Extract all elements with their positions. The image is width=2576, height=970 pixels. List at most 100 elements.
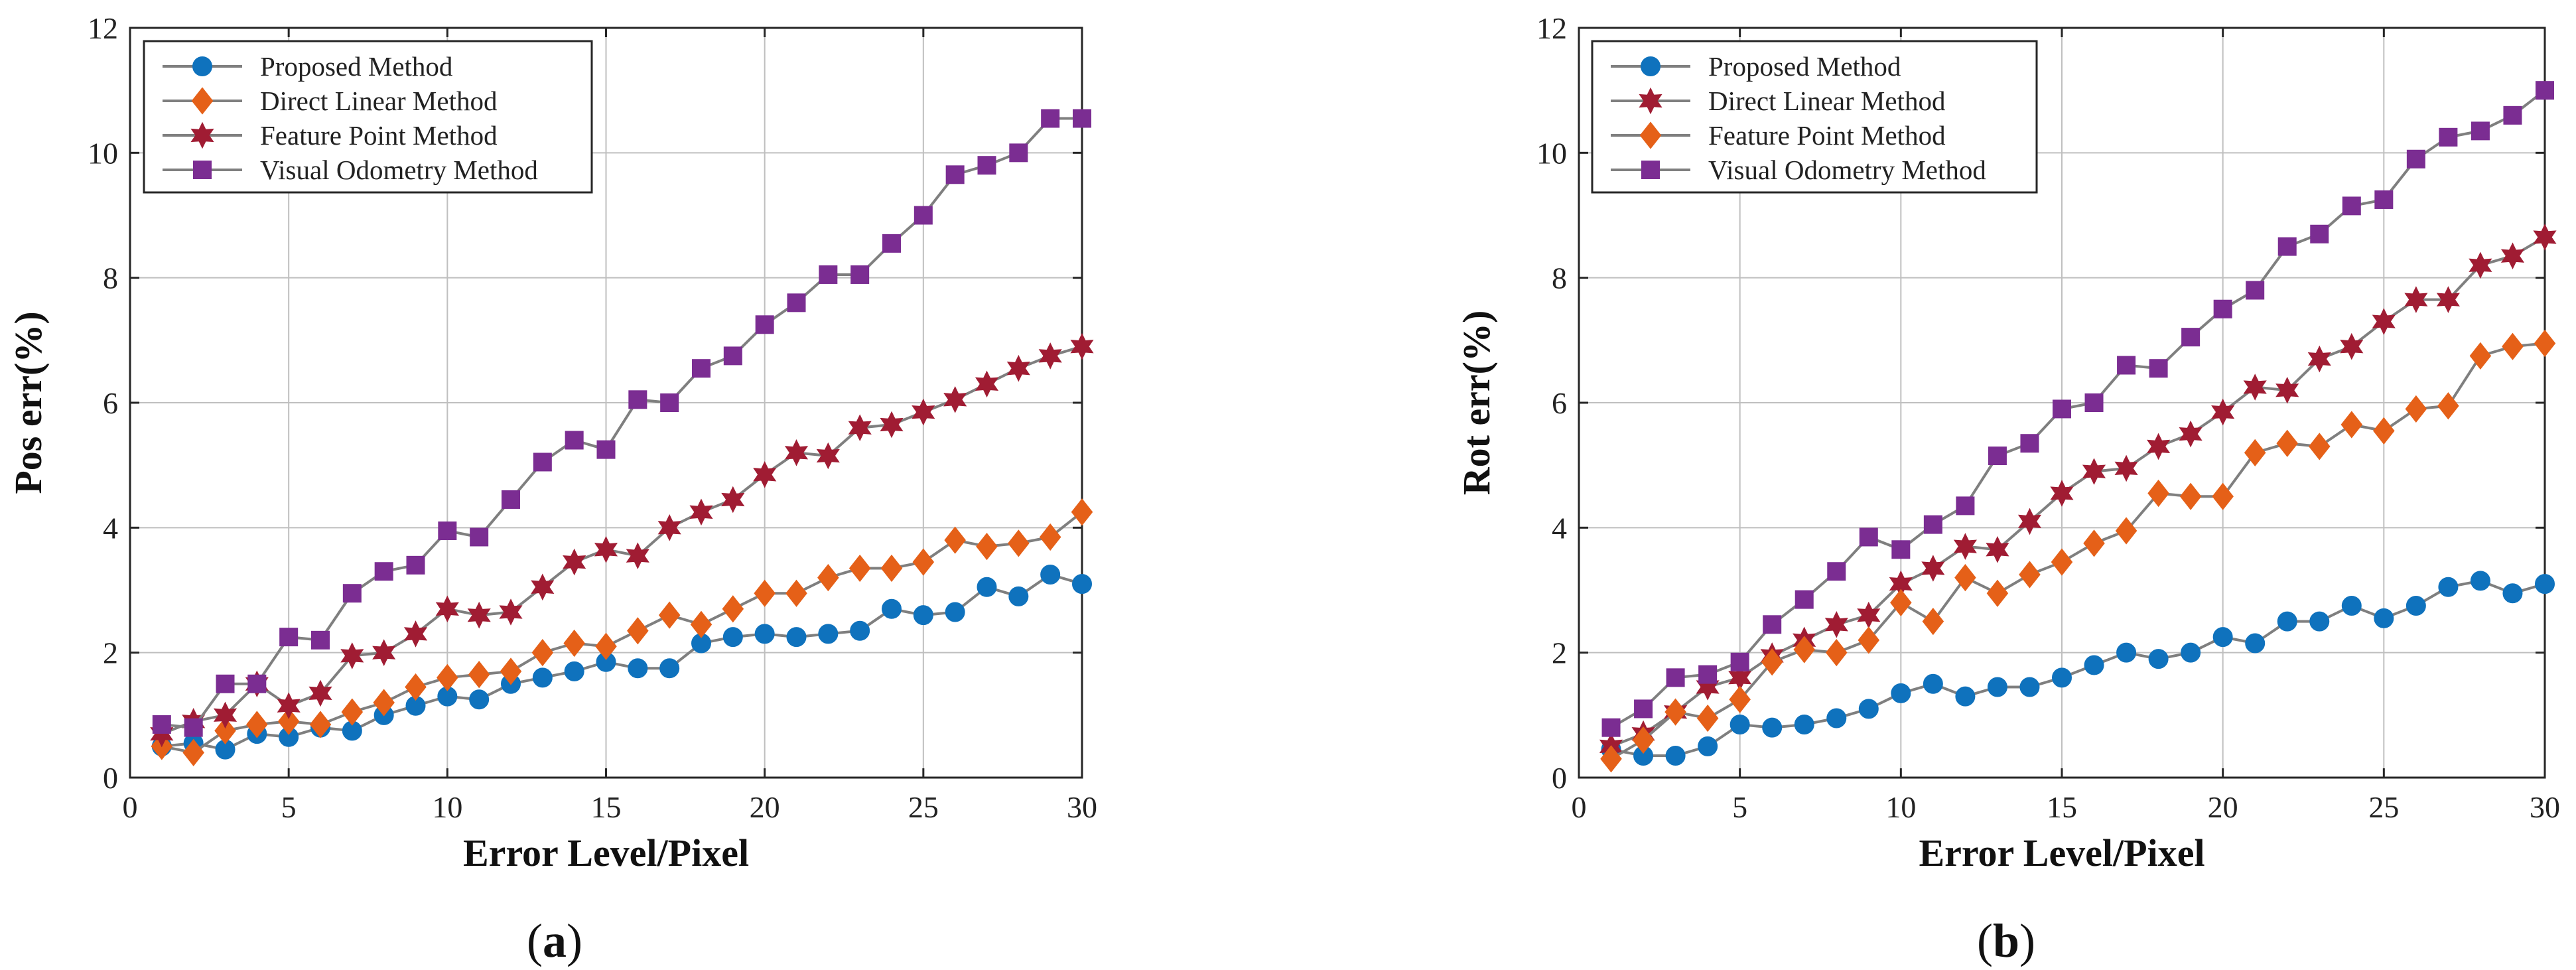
data-point (2437, 392, 2459, 420)
data-point (1664, 698, 1686, 726)
data-point (2181, 328, 2201, 347)
data-point (1038, 342, 1062, 370)
data-point (2502, 583, 2523, 604)
legend-label: Feature Point Method (260, 120, 498, 151)
data-point (1986, 579, 2009, 607)
legend-entry-proposed-method: Proposed Method (1611, 51, 1901, 82)
data-point (975, 370, 999, 398)
x-axis-label: Error Level/Pixel (463, 831, 749, 874)
data-point (753, 461, 777, 488)
data-point (819, 265, 838, 284)
data-point (2469, 251, 2492, 279)
data-point (1988, 447, 2007, 466)
data-point (152, 715, 171, 734)
legend-label: Feature Point Method (1708, 120, 1946, 151)
y-tick-label: 10 (1536, 136, 1567, 170)
data-point (437, 663, 458, 691)
data-point (1955, 686, 1976, 707)
data-point (2147, 479, 2169, 508)
data-point (531, 573, 555, 601)
data-point (1891, 683, 1911, 703)
data-point (277, 707, 300, 735)
data-point (1986, 536, 2009, 563)
data-point (2439, 127, 2458, 147)
data-point (659, 658, 680, 679)
data-point (1923, 515, 1942, 534)
data-point (247, 674, 267, 693)
y-axis-label: Pos err(%) (7, 311, 50, 494)
data-point (914, 206, 933, 225)
data-point (1008, 529, 1030, 557)
data-point (2502, 332, 2524, 360)
legend-marker (193, 161, 212, 179)
data-point (1698, 736, 1718, 756)
data-point (2275, 376, 2299, 404)
data-point (311, 630, 330, 650)
caption-paren-open: ( (1977, 914, 1993, 967)
data-point (533, 452, 552, 472)
data-point (2372, 308, 2396, 335)
data-point (2533, 224, 2557, 251)
data-point (2536, 81, 2554, 100)
legend-marker (190, 121, 214, 149)
legend: Proposed Method Direct Linear Method Featu… (143, 40, 593, 194)
legend-entry-visual-odometry-method: Visual Odometry Method (163, 155, 538, 185)
data-point (1008, 586, 1029, 606)
data-point (657, 514, 681, 541)
data-point (1698, 665, 1718, 684)
data-point (2179, 420, 2203, 448)
data-point (435, 595, 459, 623)
data-point (1858, 699, 1879, 719)
y-tick-label: 4 (1552, 511, 1567, 545)
data-point (1039, 523, 1061, 551)
data-point (372, 639, 396, 666)
data-point (628, 390, 647, 409)
x-tick-label: 25 (908, 790, 939, 824)
data-point (1763, 615, 1782, 634)
legend-entry-feature-point-method: Feature Point Method (1611, 120, 1946, 151)
data-point (1824, 611, 1848, 638)
data-point (1601, 718, 1621, 737)
data-point (2405, 395, 2427, 423)
data-point (1040, 564, 1061, 585)
data-point (787, 293, 806, 312)
data-point (2503, 105, 2522, 125)
data-point (2019, 561, 2041, 589)
data-point (2309, 611, 2330, 632)
data-point (2374, 608, 2394, 628)
y-tick-label: 12 (1536, 11, 1567, 45)
data-point (1956, 496, 1975, 516)
y-tick-label: 0 (103, 761, 118, 795)
data-point (723, 346, 742, 366)
data-point (2053, 399, 2071, 419)
x-tick-label: 20 (2208, 790, 2238, 824)
data-point (2117, 356, 2136, 375)
data-point (467, 601, 491, 629)
caption-paren-close: ) (567, 914, 582, 967)
data-point (2082, 458, 2106, 485)
data-point (438, 521, 457, 541)
legend-label: Visual Odometry Method (260, 155, 538, 185)
data-point (692, 359, 711, 378)
x-tick-label: 15 (591, 790, 622, 824)
data-point (2147, 433, 2171, 460)
data-point (977, 156, 996, 175)
data-point (2308, 433, 2331, 460)
data-point (341, 698, 364, 726)
data-point (754, 624, 775, 644)
data-point (2212, 627, 2233, 648)
data-point (1600, 745, 1622, 773)
x-axis-label: Error Level/Pixel (1919, 831, 2204, 874)
data-point (2340, 411, 2363, 439)
data-point (564, 661, 584, 681)
series-visual-odometry-method (1601, 81, 2554, 737)
data-point (1826, 708, 1847, 728)
data-point (406, 555, 425, 575)
data-point (214, 717, 236, 744)
legend-entry-visual-odometry-method: Visual Odometry Method (1611, 155, 1986, 185)
data-point (913, 605, 933, 626)
data-point (373, 689, 395, 717)
legend-label: Visual Odometry Method (1708, 155, 1986, 185)
data-point (1795, 590, 1814, 609)
data-point (403, 620, 428, 648)
